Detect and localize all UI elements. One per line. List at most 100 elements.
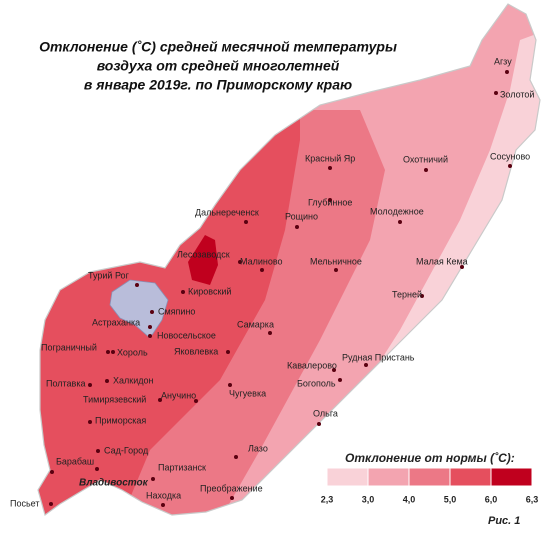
- station-label: Анучино: [161, 390, 196, 400]
- station-dot: [295, 225, 299, 229]
- station-label: Охотничий: [403, 154, 448, 164]
- station-dot: [194, 399, 198, 403]
- station-dot: [244, 220, 248, 224]
- station-dot: [148, 334, 152, 338]
- lake-khanka: [109, 279, 169, 339]
- station-dot: [50, 470, 54, 474]
- station-label: Молодежное: [370, 206, 424, 216]
- station-dot: [460, 265, 464, 269]
- station-dot: [338, 378, 342, 382]
- station-label: Тимирязевский: [83, 394, 146, 404]
- station-dot: [228, 383, 232, 387]
- legend-swatch: [408, 467, 451, 487]
- station-dot: [106, 350, 110, 354]
- station-dot: [226, 350, 230, 354]
- station-dot: [364, 363, 368, 367]
- station-dot: [317, 422, 321, 426]
- station-label: Глубинное: [308, 197, 352, 207]
- title-line: в январе 2019г. по Приморскому краю: [84, 77, 352, 93]
- station-label: Хороль: [117, 347, 148, 357]
- legend-swatch: [490, 467, 533, 487]
- station-dot: [96, 449, 100, 453]
- station-dot: [181, 290, 185, 294]
- station-dot: [105, 379, 109, 383]
- station-label: Находка: [146, 490, 181, 500]
- station-label: Дальнереченск: [195, 207, 259, 217]
- station-label: Золотой: [500, 89, 534, 99]
- station-label: Чугуевка: [229, 388, 266, 398]
- station-label: Пограничный: [41, 342, 97, 352]
- legend-title: Отклонение от нормы (˚С):: [345, 451, 515, 465]
- legend: 2,3 3,0 4,0 5,0 6,0 6,3: [321, 467, 539, 504]
- station-dot: [148, 325, 152, 329]
- station-label: Турий Рог: [88, 270, 130, 280]
- title-line: Отклонение (˚С) средней месячной темпера…: [39, 39, 397, 55]
- station-dot: [334, 268, 338, 272]
- station-dot: [332, 368, 336, 372]
- station-label: Красный Яр: [305, 153, 355, 163]
- station-label: Малая Кема: [416, 256, 468, 266]
- station-label: Астраханка: [92, 317, 140, 327]
- station-label: Барабаш: [56, 456, 94, 466]
- station-dot: [260, 268, 264, 272]
- station-label: Мельничное: [310, 256, 362, 266]
- station-dot: [268, 331, 272, 335]
- station-dot: [505, 70, 509, 74]
- station-label: Лесозаводск: [177, 249, 230, 259]
- legend-label: 5,0: [444, 494, 457, 504]
- legend-label: 3,0: [362, 494, 375, 504]
- legend-swatch: [367, 467, 410, 487]
- station-label: Лазо: [248, 443, 268, 453]
- station-label: Кавалерово: [287, 360, 337, 370]
- station-label: Кировский: [188, 286, 231, 296]
- station-dot: [151, 477, 155, 481]
- station-label: Терней: [392, 289, 422, 299]
- station-label: Полтавка: [46, 378, 85, 388]
- station-label: Сосуново: [490, 151, 530, 161]
- station-label: Смяпино: [158, 306, 195, 316]
- station-dot: [111, 350, 115, 354]
- station-dot: [328, 198, 332, 202]
- legend-label: 6,3: [526, 494, 539, 504]
- station-dot: [328, 166, 332, 170]
- station-label: Сад-Город: [104, 445, 149, 455]
- station-label: Преображение: [200, 483, 263, 493]
- station-label: Яковлевка: [174, 346, 218, 356]
- station-dot: [158, 398, 162, 402]
- legend-label: 2,3: [321, 494, 334, 504]
- station-dot: [494, 91, 498, 95]
- station-dot: [88, 383, 92, 387]
- station-dot: [88, 420, 92, 424]
- figure-label: Рис. 1: [488, 515, 520, 527]
- station-dot: [420, 294, 424, 298]
- station-label: Богополь: [297, 378, 336, 388]
- station-dot: [238, 260, 242, 264]
- station-dot: [424, 168, 428, 172]
- station-label: Партизанск: [158, 462, 206, 472]
- station-label: Рудная Пристань: [342, 352, 415, 362]
- title-line: воздуха от средней многолетней: [97, 58, 340, 74]
- stations: Агзу Золотой Сосуново Охотничий Красный Яр Гл…: [10, 56, 534, 508]
- station-label: Посьет: [10, 498, 40, 508]
- station-label: Агзу: [494, 56, 512, 66]
- station-dot: [135, 283, 139, 287]
- legend-swatch: [449, 467, 492, 487]
- legend-swatch: [326, 467, 369, 487]
- station-dot: [398, 220, 402, 224]
- station-label: Самарка: [237, 319, 274, 329]
- station-label: Рощино: [285, 211, 318, 221]
- station-dot: [508, 164, 512, 168]
- station-dot: [95, 467, 99, 471]
- station-dot: [161, 503, 165, 507]
- station-dot: [230, 496, 234, 500]
- station-label: Приморская: [95, 415, 146, 425]
- station-dot: [234, 455, 238, 459]
- station-dot: [150, 310, 154, 314]
- station-dot: [49, 502, 53, 506]
- legend-label: 4,0: [403, 494, 416, 504]
- station-label: Владивосток: [79, 478, 149, 489]
- station-label: Ольга: [313, 408, 338, 418]
- station-label: Халкидон: [113, 375, 153, 385]
- legend-label: 6,0: [485, 494, 498, 504]
